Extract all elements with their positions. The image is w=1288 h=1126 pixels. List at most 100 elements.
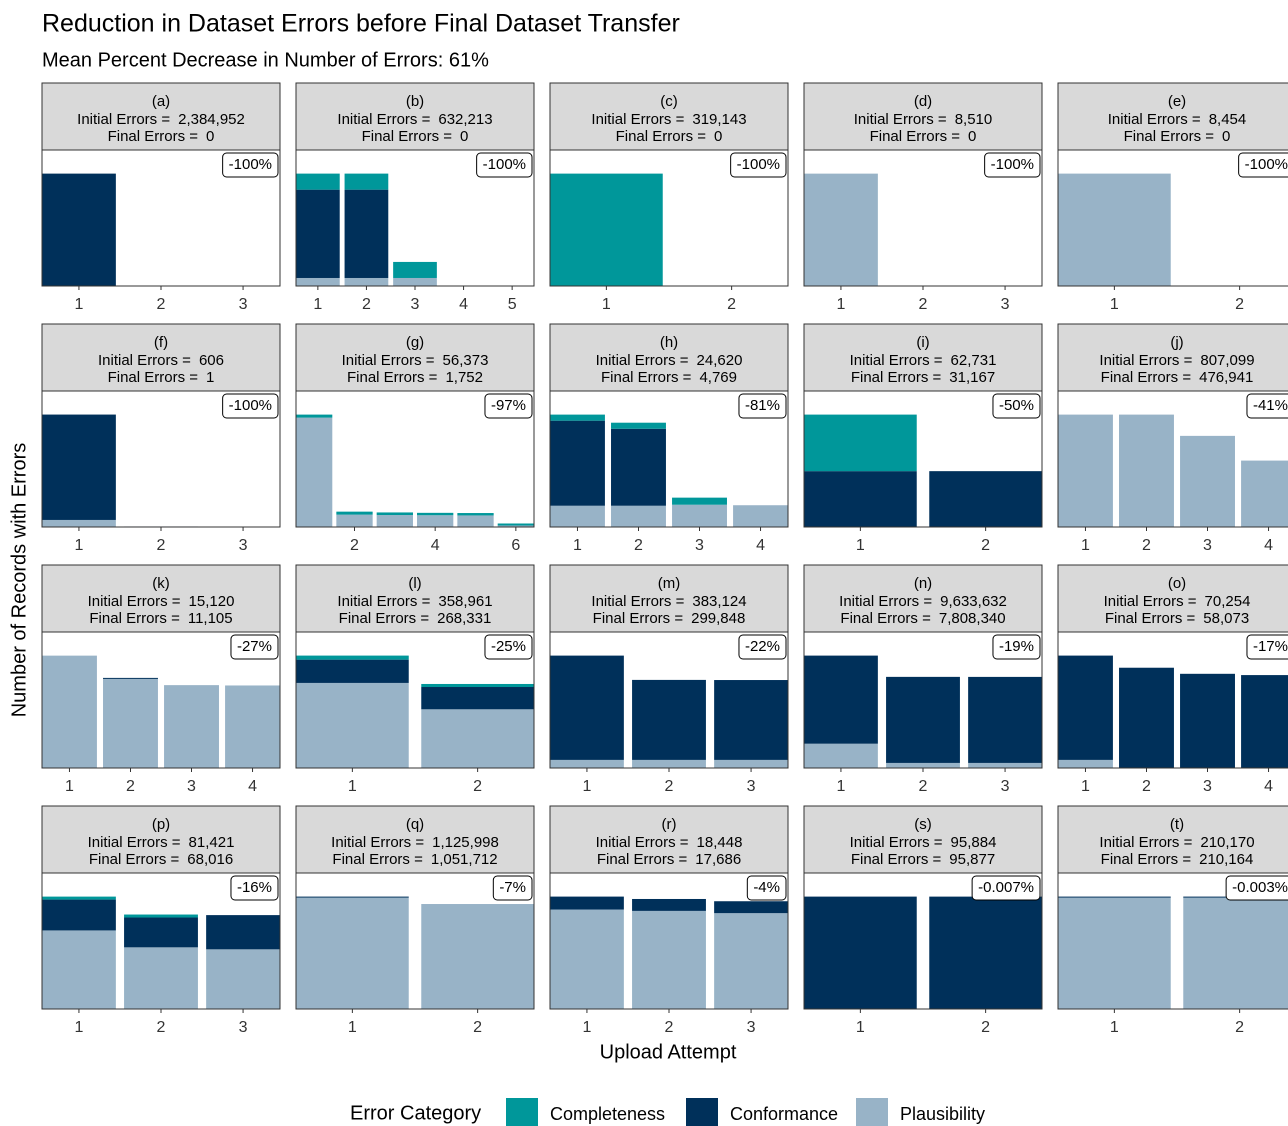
annotation-box xyxy=(476,152,533,178)
annotation: -100% xyxy=(483,156,526,173)
final-errors: Final Errors = 1 xyxy=(108,369,215,386)
annotation: -100% xyxy=(991,156,1034,173)
final-value: 4,769 xyxy=(699,369,737,386)
strip-box xyxy=(1057,82,1288,151)
initial-value: 15,120 xyxy=(189,593,235,610)
final-errors: Final Errors = 95,877 xyxy=(851,851,995,868)
final-value: 299,848 xyxy=(691,610,745,627)
initial-value: 358,961 xyxy=(438,593,492,610)
bar-segment xyxy=(929,471,1042,527)
strip-box xyxy=(549,82,789,151)
bar-segment xyxy=(632,910,706,1009)
x-tick-label: 2 xyxy=(157,296,166,313)
annotation-box xyxy=(984,152,1041,178)
bar-segment xyxy=(968,762,1042,768)
x-tick-label: 2 xyxy=(1235,296,1244,313)
final-value: 58,073 xyxy=(1203,610,1249,627)
bar-segment xyxy=(1119,667,1174,768)
bar-segment xyxy=(733,505,788,527)
plot-border xyxy=(549,390,789,528)
final-label: Final Errors = xyxy=(332,851,423,868)
initial-label: Initial Errors = xyxy=(88,834,181,851)
x-tick-label: 1 xyxy=(348,1019,357,1036)
final-errors: Final Errors = 68,016 xyxy=(89,851,233,868)
annotation: -16% xyxy=(237,879,272,896)
final-value: 7,808,340 xyxy=(939,610,1006,627)
x-tick-label: 2 xyxy=(362,296,371,313)
x-tick-label: 1 xyxy=(602,296,611,313)
x-tick-label: 3 xyxy=(747,1019,756,1036)
final-value: 476,941 xyxy=(1199,369,1253,386)
bar-segment xyxy=(714,901,788,914)
final-value: 17,686 xyxy=(695,851,741,868)
bar-segment xyxy=(124,947,198,1009)
final-label: Final Errors = xyxy=(1101,851,1192,868)
x-tick-label: 2 xyxy=(350,537,359,554)
initial-label: Initial Errors = xyxy=(596,352,689,369)
strip-box xyxy=(41,82,281,151)
initial-label: Initial Errors = xyxy=(839,593,932,610)
plot-border xyxy=(295,631,535,769)
annotation-box xyxy=(484,634,533,660)
bar-segment xyxy=(1058,655,1113,760)
panel-title: (g) xyxy=(406,334,424,351)
final-value: 210,164 xyxy=(1199,851,1253,868)
x-axis-label: Upload Attempt xyxy=(600,1041,737,1063)
bar-segment xyxy=(632,759,706,768)
annotation: -100% xyxy=(1245,156,1288,173)
bar-segment xyxy=(421,687,534,710)
x-tick-label: 2 xyxy=(157,537,166,554)
x-tick-label: 1 xyxy=(74,296,83,313)
bar-segment xyxy=(611,428,666,506)
initial-errors: Initial Errors = 807,099 xyxy=(1099,352,1254,369)
x-tick-label: 2 xyxy=(665,778,674,795)
bar-segment xyxy=(344,189,389,278)
final-errors: Final Errors = 0 xyxy=(108,128,215,145)
x-tick-label: 3 xyxy=(1203,778,1212,795)
final-label: Final Errors = xyxy=(601,369,692,386)
bar-segment xyxy=(886,762,960,768)
initial-errors: Initial Errors = 18,448 xyxy=(596,834,743,851)
x-tick-label: 2 xyxy=(126,778,135,795)
panel-title: (a) xyxy=(152,93,170,110)
strip-box xyxy=(803,805,1043,874)
initial-errors: Initial Errors = 2,384,952 xyxy=(77,111,245,128)
x-tick-label: 2 xyxy=(473,778,482,795)
bar-segment xyxy=(1183,897,1288,1009)
bar-segment xyxy=(632,898,706,911)
x-tick-label: 3 xyxy=(239,537,248,554)
x-tick-label: 2 xyxy=(919,296,928,313)
panel-title: (o) xyxy=(1168,575,1186,592)
final-errors: Final Errors = 0 xyxy=(1124,128,1231,145)
bar-segment xyxy=(344,173,389,190)
x-tick-label: 1 xyxy=(836,778,845,795)
annotation: -17% xyxy=(1253,638,1288,655)
x-tick-label: 3 xyxy=(1001,296,1010,313)
initial-label: Initial Errors = xyxy=(77,111,170,128)
initial-label: Initial Errors = xyxy=(342,352,435,369)
panel-title: (d) xyxy=(914,93,932,110)
chart-title: Reduction in Dataset Errors before Final… xyxy=(42,10,680,38)
bar-segment xyxy=(164,685,219,768)
x-tick-label: 2 xyxy=(727,296,736,313)
bar-segment xyxy=(417,512,454,516)
x-tick-label: 2 xyxy=(665,1019,674,1036)
final-label: Final Errors = xyxy=(1101,369,1192,386)
legend-swatch xyxy=(506,1098,538,1126)
bar-segment xyxy=(1058,759,1113,768)
bar-segment xyxy=(550,759,624,768)
final-label: Final Errors = xyxy=(851,369,942,386)
bar-segment xyxy=(714,913,788,1009)
final-errors: Final Errors = 1,051,712 xyxy=(332,851,497,868)
plot-border xyxy=(295,872,535,1010)
annotation: -0.007% xyxy=(978,879,1034,896)
final-label: Final Errors = xyxy=(89,851,180,868)
final-errors: Final Errors = 31,167 xyxy=(851,369,995,386)
x-tick-label: 1 xyxy=(313,296,322,313)
x-tick-label: 1 xyxy=(74,1019,83,1036)
final-value: 0 xyxy=(1222,128,1230,145)
final-value: 1,051,712 xyxy=(431,851,498,868)
initial-value: 9,633,632 xyxy=(940,593,1007,610)
bar-segment xyxy=(804,896,917,1009)
